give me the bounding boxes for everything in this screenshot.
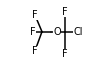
Text: O: O [53, 27, 60, 37]
Text: F: F [62, 7, 67, 17]
Text: F: F [62, 49, 67, 59]
Text: Cl: Cl [73, 27, 82, 37]
Text: F: F [30, 27, 35, 37]
Text: F: F [32, 46, 37, 56]
Text: F: F [32, 10, 37, 20]
